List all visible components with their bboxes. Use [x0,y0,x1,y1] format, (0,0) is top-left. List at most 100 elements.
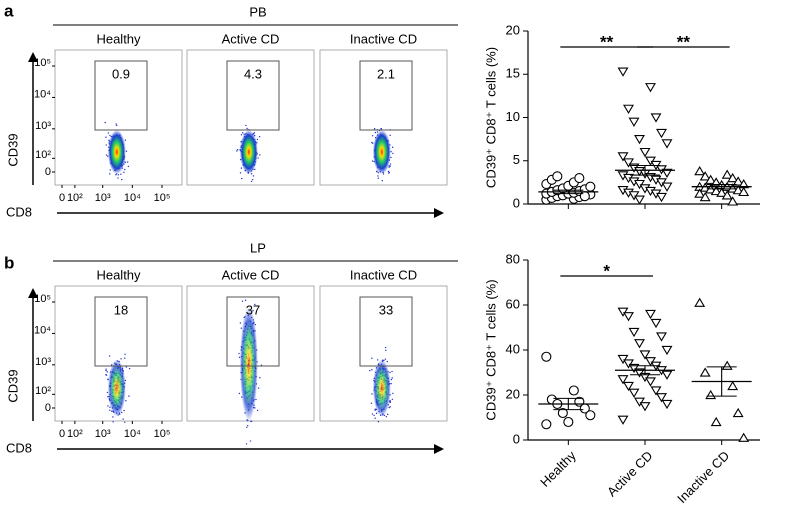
data-point [705,389,717,400]
data-point [541,419,552,430]
event-dot [250,173,253,175]
event-dot [391,377,393,379]
event-dot [374,131,377,134]
gate [359,60,413,131]
x-tick-label: Healthy [537,448,579,490]
gate-value: 33 [379,302,393,317]
event-dot [385,416,388,418]
data-point [628,363,640,374]
event-dot [128,367,131,370]
group-label: Active CD [222,267,280,282]
data-point [557,407,568,419]
y-tick-label: 20 [506,386,520,401]
data-point [694,297,706,307]
event-dot [117,177,119,179]
x-tick-label: 10⁵ [154,192,171,204]
event-dot [245,124,247,127]
data-point [727,183,739,193]
data-point [585,410,596,421]
y-tick-label: 15 [506,66,520,81]
data-point [623,312,634,322]
event-dot [251,420,253,423]
data-point [721,190,733,200]
plot-frame [186,49,315,186]
data-point [727,172,739,183]
data-point [661,182,673,192]
group-label: Inactive CD [350,31,417,46]
data-point [617,415,629,425]
data-point [634,195,645,205]
event-dot [238,352,240,355]
data-point [699,367,711,377]
data-point [661,370,673,380]
gate-value: 4.3 [244,66,262,81]
arrow-head [434,208,444,218]
event-dot [372,142,374,144]
data-point [617,375,629,385]
y-tick-label: 0 [45,402,51,414]
data-point [650,386,662,396]
arrow-head [28,288,38,298]
data-point [541,351,552,362]
plot-frame [319,49,448,186]
event-dot [369,369,371,372]
event-dot [371,413,374,415]
data-point [552,171,563,182]
event-dot [380,127,382,130]
density-core [239,130,258,174]
event-dot [252,175,255,177]
event-dot [371,141,373,144]
panel-label: a [4,1,14,20]
data-point [721,169,733,179]
plot-frame [319,285,448,422]
event-dot [387,413,389,416]
event-dot [371,357,373,359]
event-dot [370,402,373,404]
data-point [617,67,629,77]
event-dot [240,327,243,329]
event-dot [105,369,107,372]
event-dot [392,152,394,155]
gate [94,296,148,367]
event-dot [105,368,107,370]
y-tick-label: 5 [513,152,520,167]
density-core [107,130,126,174]
event-dot [106,371,109,373]
event-dot [105,136,107,138]
event-dot [373,128,376,130]
event-dot [109,169,111,171]
y-tick-label: 0 [513,431,520,446]
y-tick-label: 20 [506,22,520,37]
density-core [372,130,391,174]
event-dot [128,395,130,397]
event-dot [377,175,379,177]
event-dot [376,359,379,361]
panel-label: b [4,253,14,272]
event-dot [254,303,256,306]
x-axis-label: CD8 [6,440,32,455]
event-dot [244,299,247,301]
event-dot [389,371,391,374]
event-dot [390,378,393,381]
x-tick-label: 0 [59,192,65,204]
data-point [732,407,744,418]
data-point [634,339,645,349]
data-point [710,416,722,427]
event-dot [257,157,259,159]
event-dot [115,124,118,127]
data-point [639,147,651,158]
y-tick-label: 80 [506,251,520,266]
y-tick-label: 0 [45,166,51,178]
data-point [645,309,656,320]
event-dot [374,408,376,410]
data-point [623,381,634,392]
event-dot [125,366,128,368]
density-core [239,306,258,422]
x-tick-label: 10² [67,192,83,204]
event-dot [390,382,392,385]
event-dot [381,180,384,182]
data-point [634,134,645,145]
group-label: Inactive CD [350,267,417,282]
data-point [727,196,739,206]
data-point [585,181,596,192]
